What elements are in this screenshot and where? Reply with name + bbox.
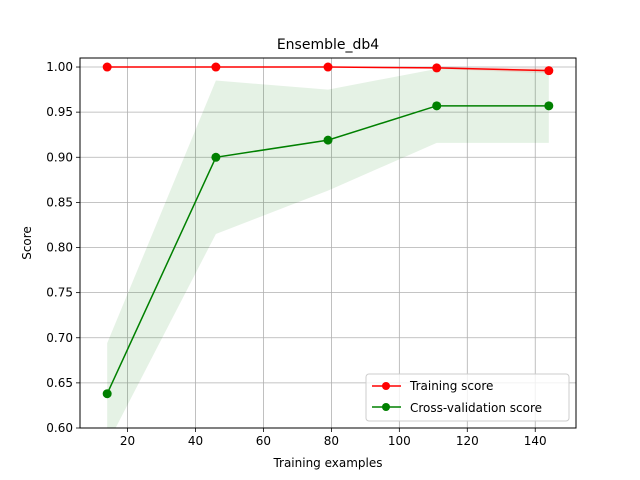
- y-tick-label: 1.00: [46, 60, 73, 74]
- point-cross-validation: [102, 389, 112, 399]
- y-axis-ticks: 0.60 0.65 0.70 0.75 0.80 0.85 0.90 0.95 1.00: [46, 60, 80, 435]
- x-axis-label: Training examples: [272, 456, 382, 470]
- x-tick-label: 80: [324, 434, 339, 448]
- x-tick-label: 60: [256, 434, 271, 448]
- point-training: [432, 63, 442, 73]
- point-training: [102, 62, 112, 72]
- y-tick-label: 0.60: [46, 421, 73, 435]
- x-tick-label: 40: [188, 434, 203, 448]
- y-tick-label: 0.75: [46, 286, 73, 300]
- y-tick-label: 0.80: [46, 241, 73, 255]
- point-training: [211, 62, 221, 72]
- y-tick-label: 0.90: [46, 150, 73, 164]
- point-cross-validation: [211, 152, 221, 162]
- x-tick-label: 140: [524, 434, 547, 448]
- x-axis-ticks: 20 40 60 80 100 120 140: [120, 428, 547, 448]
- y-tick-label: 0.85: [46, 195, 73, 209]
- grid: [80, 58, 576, 429]
- legend-box: [365, 373, 570, 422]
- x-tick-label: 100: [388, 434, 411, 448]
- x-tick-label: 20: [120, 434, 135, 448]
- legend: Training score Cross-validation score: [365, 373, 570, 422]
- plot-frame: [79, 57, 577, 429]
- point-cross-validation: [432, 101, 442, 111]
- y-axis-label: Score: [20, 226, 34, 260]
- legend-label-cross-validation: Cross-validation score: [410, 401, 542, 415]
- point-training: [544, 66, 554, 76]
- series-points: [102, 62, 554, 399]
- point-cross-validation: [323, 135, 333, 145]
- y-tick-label: 0.95: [46, 105, 73, 119]
- legend-marker-training: [382, 382, 390, 390]
- x-tick-label: 120: [456, 434, 479, 448]
- point-cross-validation: [544, 101, 554, 111]
- legend-label-training: Training score: [409, 379, 493, 393]
- y-tick-label: 0.70: [46, 331, 73, 345]
- chart-title: Ensemble_db4: [277, 37, 379, 53]
- y-tick-label: 0.65: [46, 376, 73, 390]
- point-training: [323, 62, 333, 72]
- legend-marker-cross-validation: [382, 403, 390, 411]
